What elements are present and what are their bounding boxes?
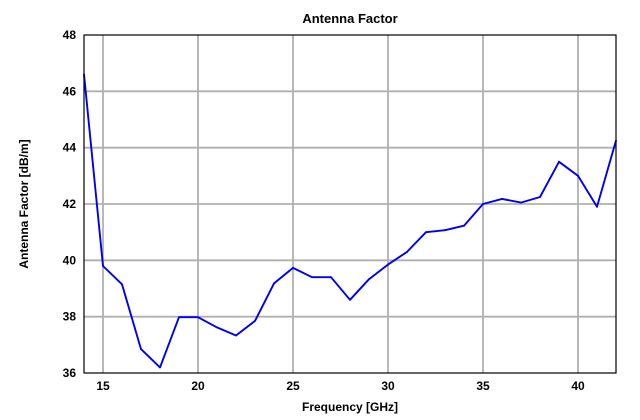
data-point bbox=[463, 224, 465, 227]
data-point bbox=[387, 263, 389, 266]
data-point bbox=[292, 267, 294, 269]
series-line bbox=[83, 74, 617, 369]
plot-frame bbox=[83, 34, 617, 374]
data-point bbox=[539, 196, 541, 198]
data-point bbox=[501, 198, 503, 200]
data-point bbox=[235, 334, 237, 337]
data-point bbox=[368, 278, 370, 281]
data-point bbox=[577, 174, 579, 177]
chart-title: Antenna Factor bbox=[302, 11, 397, 26]
y-tick-label: 44 bbox=[63, 141, 77, 155]
y-axis-label: Antenna Factor [dB/m] bbox=[17, 139, 31, 268]
x-tick-label: 15 bbox=[96, 379, 110, 393]
y-tick-label: 36 bbox=[63, 366, 77, 380]
x-axis-label: Frequency [GHz] bbox=[302, 400, 398, 414]
data-point bbox=[558, 160, 560, 163]
series-layer bbox=[83, 73, 617, 369]
data-point bbox=[425, 231, 427, 234]
data-point bbox=[311, 276, 313, 279]
x-tick-label: 25 bbox=[286, 379, 300, 393]
data-point bbox=[330, 276, 332, 279]
data-point bbox=[520, 201, 522, 204]
data-point bbox=[197, 316, 199, 319]
data-point bbox=[216, 326, 218, 329]
data-point bbox=[102, 265, 104, 267]
data-point bbox=[406, 251, 408, 253]
data-point bbox=[140, 348, 142, 350]
data-point bbox=[254, 320, 256, 322]
grid-layer bbox=[84, 35, 616, 373]
data-point bbox=[178, 316, 180, 319]
data-point bbox=[349, 298, 351, 301]
y-tick-label: 38 bbox=[63, 310, 77, 324]
x-tick-label: 30 bbox=[381, 379, 395, 393]
y-tick-label: 48 bbox=[63, 28, 77, 42]
data-point bbox=[596, 205, 598, 208]
x-tick-label: 40 bbox=[571, 379, 585, 393]
y-tick-label: 46 bbox=[63, 84, 77, 98]
tick-layer: 15 20 25 30 35 40 36 38 40 42 44 46 48 bbox=[63, 28, 585, 393]
data-point bbox=[273, 282, 275, 285]
data-point bbox=[159, 366, 161, 369]
data-point bbox=[121, 283, 123, 286]
data-point bbox=[482, 203, 484, 205]
y-tick-label: 42 bbox=[63, 197, 77, 211]
x-tick-label: 20 bbox=[191, 379, 205, 393]
y-tick-label: 40 bbox=[63, 253, 77, 267]
x-tick-label: 35 bbox=[476, 379, 490, 393]
data-point bbox=[444, 229, 446, 232]
